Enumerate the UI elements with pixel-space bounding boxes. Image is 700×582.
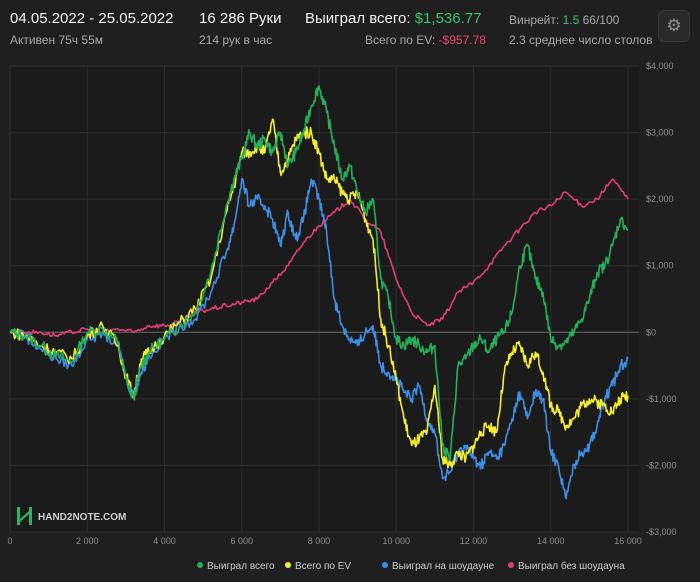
legend-item: Выиграл без шоудауна [508,560,625,572]
series-line-3 [9,178,629,338]
x-tick-label: 10 000 [382,536,410,546]
winrate-label: Винрейт: [509,13,560,27]
hand2note-logo-icon [17,507,32,525]
series-line-0 [9,85,629,462]
legend-label: Всего по EV [295,561,351,572]
plot-area [10,66,639,532]
tables-average: 2.3 среднее число столов [509,33,653,47]
winrate-unit: 66/100 [582,13,620,27]
brand-watermark: HAND2NOTE.COM [17,507,126,525]
x-tick-label: 12 000 [460,536,488,546]
legend-dot [382,562,388,568]
y-tick-label: $2,000 [646,194,674,204]
ev-total: Всего по EV: -$957.78 [365,33,486,47]
x-tick-label: 16 000 [614,536,642,546]
legend: Выиграл всего Всего по EV Выиграл на шоуда… [197,560,625,572]
x-tick-label: 14 000 [537,536,565,546]
brand-name: HAND2NOTE.COM [38,512,126,523]
winrate-value: 1.5 [562,13,580,27]
legend-item: Выиграл всего [197,561,275,572]
legend-dot [285,562,291,568]
x-tick-label: 4 000 [153,536,176,546]
x-tick-label: 6 000 [230,536,253,546]
settings-button[interactable]: ⚙ [658,10,690,42]
y-tick-label: $0 [646,327,656,337]
won-total: Выиграл всего: $1,536.77 [305,10,481,27]
legend-label: Выиграл на шоудауне [392,561,495,572]
hands-per-hour: 214 рук в час [199,33,273,47]
y-tick-label: $3,000 [646,128,674,138]
gear-icon: ⚙ [666,16,682,35]
x-axis: 0 2 000 4 000 6 000 8 000 10 000 12 000 14 000 1… [7,536,641,546]
legend-dot [508,562,514,568]
date-range: 04.05.2022 - 25.05.2022 [10,10,174,27]
y-tick-label: $4,000 [646,61,674,71]
active-time: Активен 75ч 55м [10,33,103,47]
legend-dot [197,562,203,568]
legend-item: Выиграл на шоудауне [382,561,495,572]
y-tick-label: -$2,000 [646,460,677,470]
legend-label: Выиграл без шоудауна [518,560,625,572]
legend-label: Выиграл всего [207,561,275,572]
y-tick-label: -$1,000 [646,394,677,404]
won-total-label: Выиграл всего: [305,10,411,27]
hands-count: 16 286 Руки [199,10,282,27]
y-tick-label: $1,000 [646,261,674,271]
ev-value: -$957.78 [438,33,486,47]
won-total-value: $1,536.77 [414,10,482,27]
x-tick-label: 2 000 [76,536,99,546]
ev-label: Всего по EV: [365,33,436,47]
series-lines [9,85,629,500]
legend-item: Всего по EV [285,561,351,572]
x-tick-label: 8 000 [308,536,331,546]
y-axis: $4,000 $3,000 $2,000 $1,000 $0 -$1,000 -$2,000… [646,61,677,537]
stats-header: 04.05.2022 - 25.05.2022 Активен 75ч 55м … [0,0,700,60]
x-tick-label: 0 [7,536,12,546]
y-tick-label: -$3,000 [646,527,677,537]
winrate: Винрейт: 1.5 66/100 [509,13,619,27]
